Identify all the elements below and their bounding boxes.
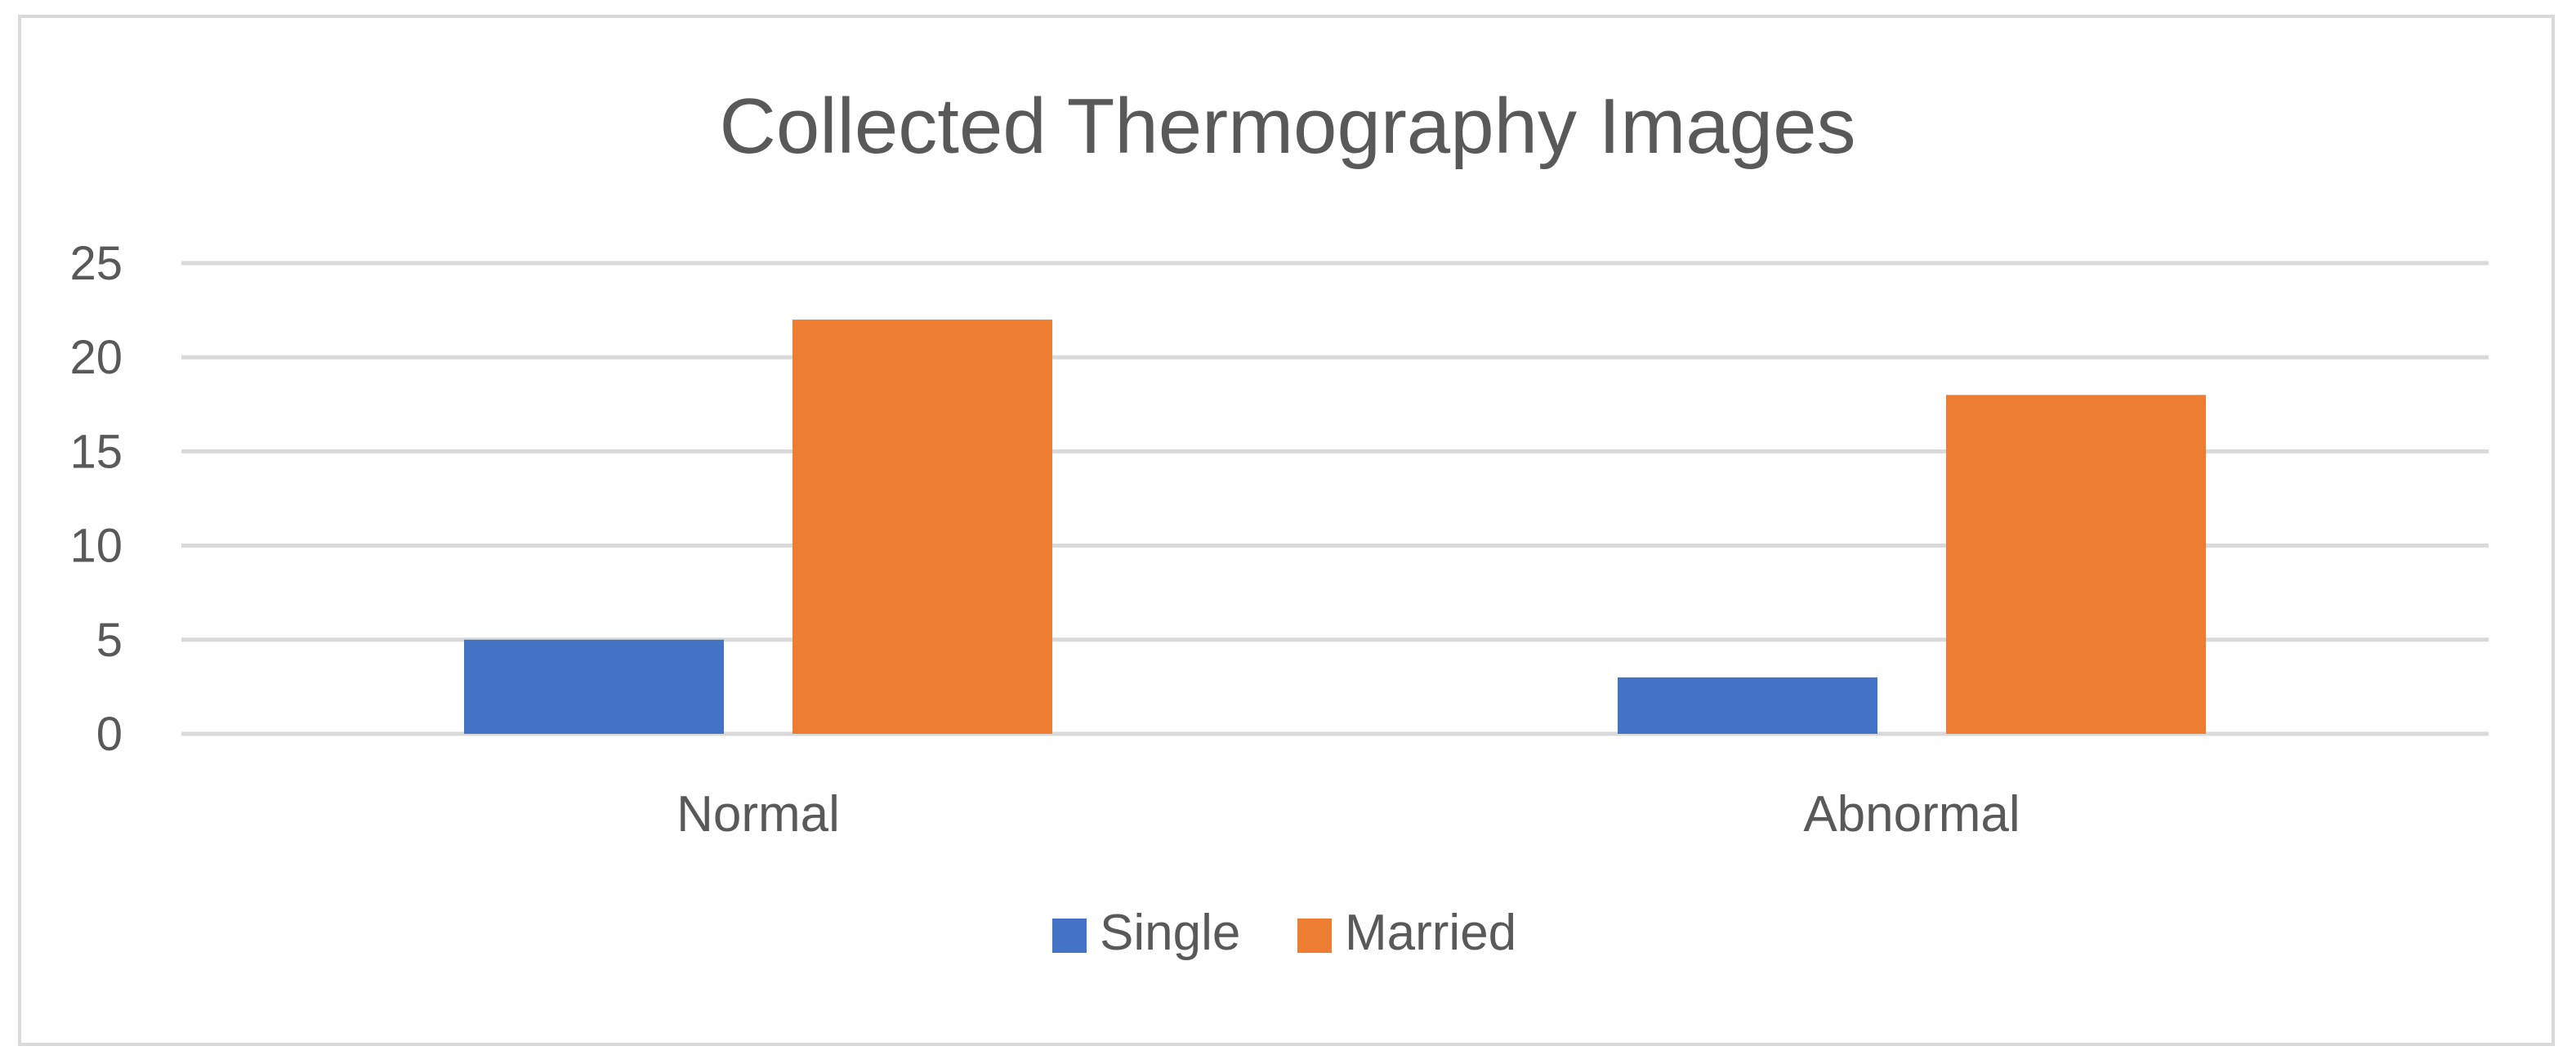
bars (464, 320, 2206, 734)
legend-swatch-single (1052, 919, 1087, 953)
y-tick-label-25: 25 (69, 237, 123, 290)
x-category-label-abnormal: Abnormal (1803, 786, 2020, 843)
y-tick-label-10: 10 (69, 520, 123, 573)
chart-title: Collected Thermography Images (720, 83, 1856, 170)
legend-swatch-married (1297, 919, 1332, 953)
y-tick-label-15: 15 (69, 425, 123, 478)
bar-abnormal-married (1946, 395, 2206, 734)
x-category-label-normal: Normal (676, 786, 840, 843)
legend: Single Married (1052, 905, 1516, 961)
legend-label-single: Single (1100, 905, 1240, 961)
y-tick-label-5: 5 (96, 614, 123, 667)
y-tick-label-20: 20 (69, 331, 123, 384)
x-axis-categories: Normal Abnormal (676, 786, 2020, 843)
bar-normal-single (464, 639, 724, 734)
legend-label-married: Married (1345, 905, 1516, 961)
bar-abnormal-single (1618, 677, 1877, 734)
y-axis-ticks: 0 5 10 15 20 25 (69, 237, 123, 761)
y-tick-label-0: 0 (96, 708, 123, 761)
bar-normal-married (792, 320, 1052, 734)
